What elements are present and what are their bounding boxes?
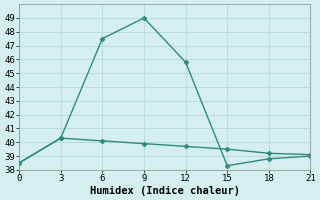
X-axis label: Humidex (Indice chaleur): Humidex (Indice chaleur) [90,186,240,196]
